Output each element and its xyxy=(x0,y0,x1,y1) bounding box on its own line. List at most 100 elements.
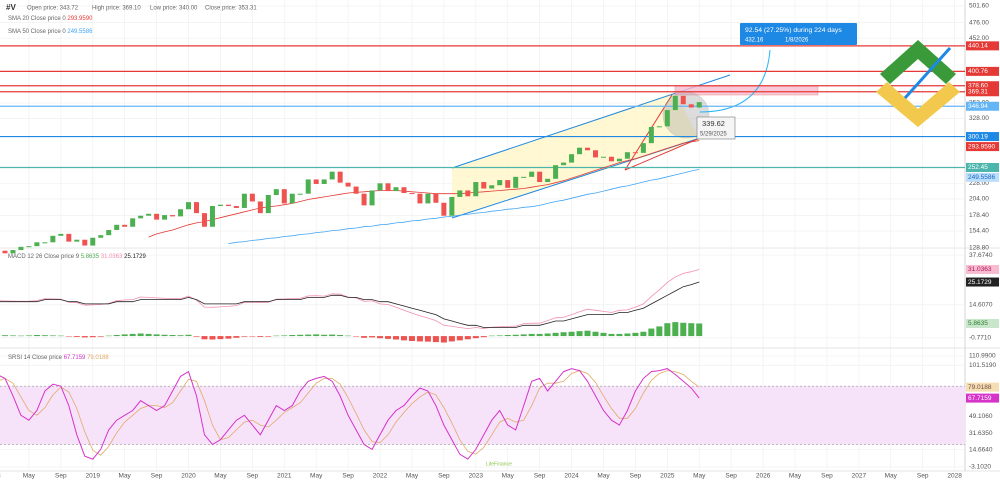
x-tick-label: 2028 xyxy=(947,473,962,480)
histogram-bar xyxy=(353,336,360,337)
annotation-date: 1/8/2026 xyxy=(785,38,809,44)
candle xyxy=(569,154,575,163)
histogram-bar xyxy=(616,333,623,337)
close-price: Close price: 353.31 xyxy=(205,6,257,12)
x-tick-label: May xyxy=(502,473,515,480)
candle xyxy=(393,187,399,192)
histogram-bar xyxy=(161,334,168,337)
histogram-bar xyxy=(345,335,352,337)
candle xyxy=(58,233,64,236)
y-tick-label: 476.00 xyxy=(969,19,989,26)
histogram-bar xyxy=(648,328,655,337)
histogram-bar xyxy=(329,334,336,337)
srsi-legend: SRSI 14 Close price 67.7159 79.0188 xyxy=(8,355,109,361)
logo-stroke xyxy=(903,46,952,100)
series-line xyxy=(148,140,700,238)
histogram-bar xyxy=(105,335,112,337)
x-tick-label: Sep xyxy=(917,473,929,480)
histogram-bar xyxy=(209,336,216,340)
histogram-bar xyxy=(480,336,487,338)
value-label-box xyxy=(966,162,999,172)
value-label-box xyxy=(966,264,999,274)
value-label: 249.5586 xyxy=(968,174,995,181)
candle xyxy=(122,224,128,227)
histogram-bar xyxy=(584,330,591,337)
candle xyxy=(473,182,479,197)
y-tick-label: 228.00 xyxy=(969,180,989,187)
candle xyxy=(42,242,48,244)
value-label-box xyxy=(966,101,999,111)
band xyxy=(0,386,965,445)
k-value: 67.7159 xyxy=(64,355,86,361)
candle xyxy=(34,242,40,247)
value-label: 369.31 xyxy=(968,88,988,95)
histogram-bar xyxy=(664,323,671,337)
candle xyxy=(233,206,239,208)
histogram-bar xyxy=(281,335,288,337)
histogram-bar xyxy=(169,334,176,337)
candle xyxy=(577,147,583,155)
series-line xyxy=(0,368,700,460)
sma20-name: SMA 20 Close price 0 xyxy=(8,16,66,22)
histogram-bar xyxy=(496,335,503,337)
x-tick-label: May xyxy=(885,473,898,480)
histogram-bar xyxy=(544,333,551,337)
candle xyxy=(241,193,247,208)
histogram-bar xyxy=(217,336,224,340)
candle xyxy=(82,239,88,246)
value-label: 25.1729 xyxy=(968,279,992,286)
macd-pane: 5.8635 31.0363 25.1729 xyxy=(0,264,999,343)
histogram-bar xyxy=(273,335,280,337)
candle xyxy=(106,229,112,236)
x-tick-label: 2027 xyxy=(852,473,867,480)
y-tick-label: 14.6070 xyxy=(969,301,993,308)
histogram-bar xyxy=(672,322,679,337)
candle xyxy=(90,237,96,246)
histogram-bar xyxy=(656,326,663,337)
candle xyxy=(664,110,670,127)
histogram-bar xyxy=(137,333,144,337)
histogram-bar xyxy=(424,336,431,342)
histogram-bar xyxy=(520,334,527,337)
histogram-bar xyxy=(193,336,200,337)
d-value: 79.0188 xyxy=(87,355,109,361)
open-price: Open price: 343.72 xyxy=(27,6,79,12)
histogram-bar xyxy=(257,336,264,337)
x-tick-label: May xyxy=(693,473,706,480)
candle xyxy=(616,158,622,162)
candle xyxy=(74,239,80,242)
logo-yellow xyxy=(876,82,960,127)
candle xyxy=(2,250,8,254)
value-label: 5.8635 xyxy=(968,320,988,327)
sma50-name: SMA 50 Close price 0 xyxy=(8,29,66,35)
histogram-bar xyxy=(177,335,184,337)
candle xyxy=(600,156,606,158)
x-tick-label: Sep xyxy=(55,473,67,480)
y-tick-label: -0.7710 xyxy=(969,334,991,341)
marker-price: 339.62 xyxy=(702,119,725,128)
histogram-bar xyxy=(17,335,24,337)
histogram-bar xyxy=(632,332,639,337)
candle xyxy=(313,179,319,184)
histogram-bar xyxy=(688,323,695,337)
y-tick-label: 14.6640 xyxy=(969,446,993,453)
candle xyxy=(553,165,559,179)
srsi-pane: 79.0188 67.7159 xyxy=(0,368,999,460)
candle xyxy=(337,171,343,183)
candle xyxy=(640,143,646,153)
value-label: 67.7159 xyxy=(968,395,992,402)
histogram-bar xyxy=(81,336,88,338)
histogram-bar xyxy=(536,333,543,337)
candle xyxy=(178,209,184,217)
x-tick-label: May xyxy=(789,473,802,480)
histogram-bar xyxy=(49,335,56,337)
candle xyxy=(593,150,598,158)
candle xyxy=(624,152,630,159)
histogram-bar xyxy=(377,336,384,339)
candle xyxy=(201,213,207,227)
high-price: High price: 369.10 xyxy=(92,6,141,12)
low-price: Low price: 340.00 xyxy=(150,6,198,12)
histogram-bar xyxy=(369,336,376,338)
candle xyxy=(672,95,678,111)
